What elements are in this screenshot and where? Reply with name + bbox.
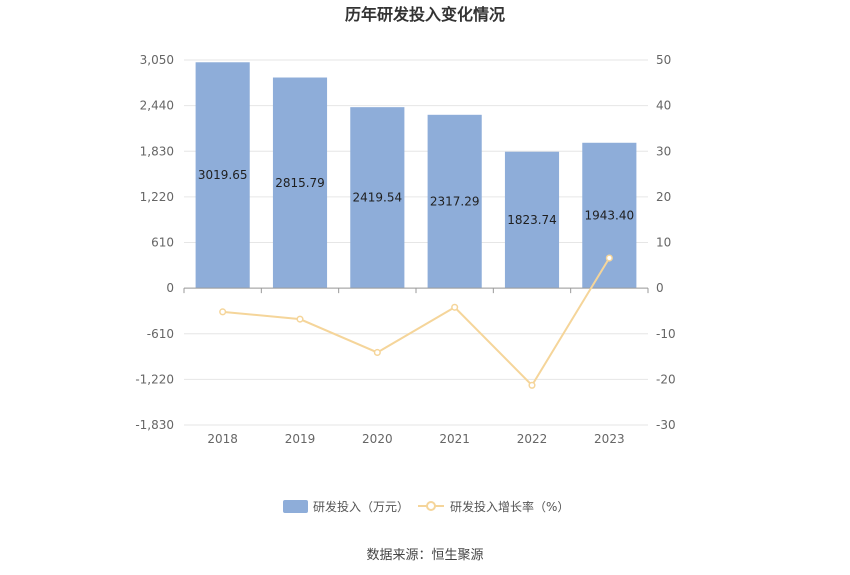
y-right-tick-label: -30 — [656, 418, 676, 432]
growth-point — [373, 348, 381, 357]
y-right-tick-label: 40 — [656, 99, 671, 113]
bar-data-label: 2815.79 — [275, 176, 325, 190]
legend-label-bar: 研发投入（万元） — [313, 499, 409, 514]
y-left-tick-label: 1,830 — [140, 144, 174, 158]
bar-data-label: 3019.65 — [198, 168, 248, 182]
y-left-tick-label: 3,050 — [140, 53, 174, 67]
y-left-tick-label: 2,440 — [140, 99, 174, 113]
axes: 3,050 2,440 1,830 1,220 610 0 -610 -1,220 -1,830… — [135, 53, 675, 446]
y-right-tick-label: 30 — [656, 144, 671, 158]
bar-data-label: 1823.74 — [507, 213, 557, 227]
x-tick-label: 2019 — [285, 432, 316, 446]
bar-data-label: 1943.40 — [585, 208, 635, 222]
y-right-tick-label: 10 — [656, 236, 671, 250]
y-left-tick-label: 1,220 — [140, 190, 174, 204]
y-left-tick-label: -610 — [147, 327, 174, 341]
x-tick-label: 2022 — [517, 432, 548, 446]
bar — [504, 151, 560, 289]
legend-label-line: 研发投入增长率（%） — [450, 499, 569, 514]
y-left-tick-label: -1,220 — [135, 372, 174, 386]
legend: 研发投入（万元） 研发投入增长率（%） — [283, 499, 569, 514]
y-right-tick-label: 50 — [656, 53, 671, 67]
bar — [350, 107, 405, 289]
growth-point — [605, 254, 613, 262]
bar — [427, 114, 482, 289]
y-left-tick-label: 0 — [166, 281, 174, 295]
y-left-tick-label: 610 — [151, 236, 174, 250]
x-tick-label: 2023 — [594, 432, 625, 446]
chart-title: 历年研发投入变化情况 — [345, 5, 505, 24]
line-series — [219, 254, 613, 389]
growth-point — [296, 315, 304, 323]
bar-series — [195, 62, 637, 289]
y-right-tick-label: 20 — [656, 190, 671, 204]
growth-point — [219, 308, 227, 316]
bar-data-label: 2419.54 — [353, 191, 403, 205]
y-left-tick-label: -1,830 — [135, 418, 174, 432]
grid-lines — [184, 59, 648, 426]
legend-swatch-bar — [283, 500, 308, 513]
bar-data-label: 2317.29 — [430, 194, 480, 208]
y-right-tick-label: -20 — [656, 372, 676, 386]
y-right-tick-label: -10 — [656, 327, 676, 341]
x-tick-label: 2018 — [207, 432, 238, 446]
bar — [582, 142, 637, 289]
x-tick-label: 2020 — [362, 432, 393, 446]
data-labels: 3019.65 2815.79 2419.54 2317.29 1823.74 1943.… — [198, 168, 634, 227]
source-note: 数据来源：恒生聚源 — [366, 548, 483, 563]
growth-point — [528, 381, 536, 389]
growth-point — [451, 303, 459, 311]
x-tick-label: 2021 — [439, 432, 470, 446]
growth-line — [222, 257, 611, 387]
y-right-tick-label: 0 — [656, 281, 664, 295]
bar — [272, 77, 328, 289]
legend-marker-line — [426, 501, 436, 511]
bar — [195, 62, 250, 289]
